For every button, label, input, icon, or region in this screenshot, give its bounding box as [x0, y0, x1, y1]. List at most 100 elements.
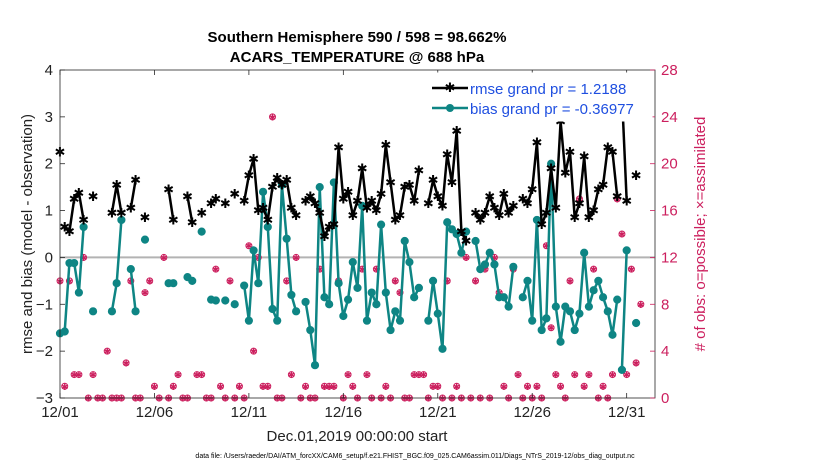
rmse-point: ✱: [59, 220, 70, 235]
rmse-point: ✱: [333, 141, 344, 156]
bias-point: [188, 276, 197, 285]
bias-point: [367, 288, 376, 297]
obs-assimilated-point: ✱: [368, 395, 376, 405]
rmse-point: ✱: [182, 190, 193, 205]
obs-possible-point: [363, 371, 371, 379]
obs-assimilated-point: ✱: [273, 395, 281, 405]
rmse-point: ✱: [305, 190, 316, 205]
obs-possible-point: [235, 382, 243, 390]
y2-tick-label: 12: [661, 249, 678, 266]
obs-assimilated-point: ✱: [264, 383, 272, 393]
bias-point: [556, 337, 565, 346]
bias-point: [603, 307, 612, 316]
obs-assimilated-point: ✱: [311, 395, 319, 405]
obs-assimilated-point: ✱: [491, 254, 499, 264]
rmse-point: ✱: [612, 190, 623, 205]
obs-possible-point: [160, 253, 168, 261]
obs-assimilated-point: ✱: [222, 395, 230, 405]
rmse-line-segment: [242, 157, 298, 222]
obs-possible-point: [429, 382, 437, 390]
y2-tick-label: 4: [661, 343, 669, 360]
obs-possible-point: [122, 359, 130, 367]
obs-assimilated-point: ✱: [113, 395, 121, 405]
bias-point: [528, 316, 537, 325]
obs-assimilated-point: ✱: [184, 395, 192, 405]
bias-point: [580, 248, 589, 257]
obs-assimilated-point: ✱: [604, 395, 612, 405]
obs-assimilated-point: ✱: [283, 277, 291, 287]
obs-assimilated-point: ✱: [410, 371, 418, 381]
rmse-point: ✱: [366, 195, 377, 210]
bias-point: [306, 325, 315, 335]
obs-possible-point: [420, 371, 428, 379]
obs-assimilated-point: ✱: [524, 383, 532, 393]
obs-assimilated-point: ✱: [321, 383, 329, 393]
obs-assimilated-point: ✱: [453, 383, 461, 393]
y-tick-label: 4: [45, 62, 53, 79]
obs-assimilated-point: ✱: [302, 383, 310, 393]
rmse-point: ✱: [390, 213, 401, 228]
rmse-point: ✱: [598, 178, 609, 193]
obs-assimilated-point: ✱: [415, 371, 423, 381]
obs-possible-point: [415, 371, 423, 379]
obs-assimilated-point: ✱: [179, 395, 187, 405]
bias-point: [339, 311, 348, 321]
bias-point: [504, 302, 513, 311]
obs-assimilated-point: ✱: [193, 371, 201, 381]
obs-possible-point: [410, 371, 418, 379]
obs-possible-point: [396, 289, 404, 297]
bias-point: [258, 187, 268, 196]
obs-assimilated-point: ✱: [481, 266, 489, 276]
bias-point: [575, 309, 584, 318]
obs-assimilated-point: ✱: [599, 383, 607, 393]
obs-assimilated-point: ✱: [141, 289, 149, 299]
rmse-point: ✱: [437, 199, 448, 214]
obs-possible-point: [292, 253, 300, 261]
obs-assimilated-point: ✱: [170, 383, 178, 393]
obs-possible-point: [174, 371, 182, 379]
bias-point: [140, 235, 150, 244]
rmse-point: ✱: [324, 220, 335, 235]
obs-assimilated-point: ✱: [349, 383, 357, 393]
rmse-point: ✱: [371, 204, 382, 219]
rmse-point: ✱: [229, 188, 240, 203]
bias-point: [447, 225, 457, 234]
bias-point: [452, 229, 461, 239]
bias-point: [632, 318, 641, 328]
obs-assimilated-point: ✱: [557, 383, 565, 393]
bias-point: [88, 307, 98, 316]
obs-assimilated-point: ✱: [505, 395, 513, 405]
obs-assimilated-point: ✱: [292, 254, 300, 264]
bias-point: [613, 295, 622, 304]
obs-assimilated-point: ✱: [212, 266, 220, 276]
rmse-point: ✱: [163, 183, 174, 198]
bias-point: [320, 293, 329, 302]
obs-assimilated-point: ✱: [160, 254, 168, 264]
obs-assimilated-point: ✱: [207, 395, 215, 405]
obs-possible-point: [245, 242, 253, 250]
bias-point: [348, 258, 357, 267]
obs-assimilated-point: ✱: [240, 395, 248, 405]
obs-assimilated-point: ✱: [443, 277, 451, 287]
obs-possible-point: [552, 371, 560, 379]
rmse-point: ✱: [196, 206, 207, 221]
rmse-point: ✱: [78, 213, 89, 228]
bias-point: [598, 293, 608, 302]
bias-point: [169, 279, 178, 288]
obs-assimilated-point: ✱: [307, 395, 315, 405]
rmse-point: ✱: [314, 206, 325, 221]
bias-point: [334, 279, 343, 288]
obs-assimilated-point: ✱: [85, 395, 93, 405]
bias-point: [490, 260, 499, 269]
obs-assimilated-point: ✱: [70, 371, 78, 381]
rmse-point: ✱: [168, 213, 179, 228]
bias-point: [301, 297, 310, 307]
rmse-point: ✱: [248, 153, 259, 168]
obs-assimilated-point: ✱: [278, 395, 286, 405]
rmse-point: ✱: [565, 146, 576, 161]
rmse-point: ✱: [376, 188, 387, 203]
obs-assimilated-point: ✱: [547, 324, 555, 334]
obs-assimilated-point: ✱: [613, 195, 621, 205]
plot-area: [60, 70, 655, 398]
rmse-point: ✱: [239, 195, 250, 210]
